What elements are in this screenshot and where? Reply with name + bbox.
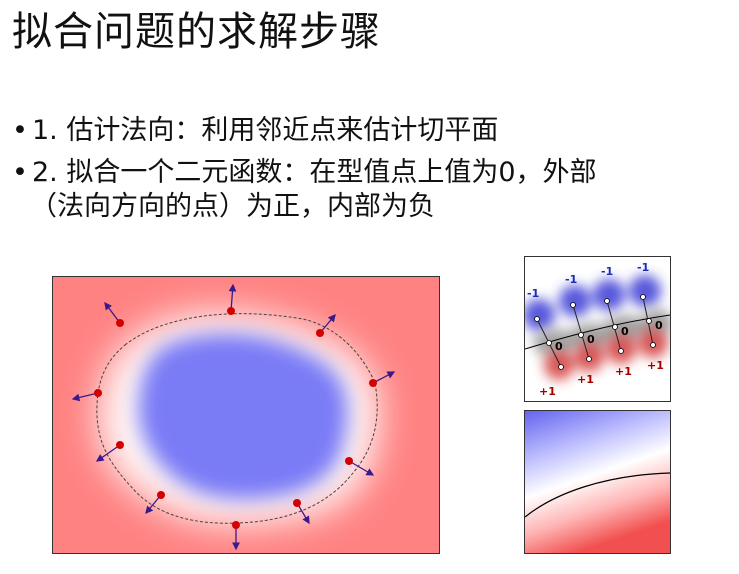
negative-blobs xyxy=(525,275,661,331)
zero-label: 0 xyxy=(587,333,595,346)
zero-label: 0 xyxy=(555,340,563,353)
zero-label: 0 xyxy=(621,325,629,338)
neg-label: -1 xyxy=(527,287,539,300)
pos-label: +1 xyxy=(539,385,556,398)
slide-title: 拟合问题的求解步骤 xyxy=(12,9,381,55)
pos-label: +1 xyxy=(647,359,664,372)
fitted-zero-curve xyxy=(525,472,670,518)
offset-points xyxy=(534,294,656,370)
bullet-text-line2: （法向方向的点）为正，内部为负 xyxy=(30,191,435,222)
bullet-marker: • xyxy=(12,115,28,146)
bullet-item-1: • 1. 估计法向：利用邻近点来估计切平面 xyxy=(12,114,732,148)
bullet-text-line1: 2. 拟合一个二元函数：在型值点上值为0，外部 xyxy=(32,157,597,188)
pos-label: +1 xyxy=(615,365,632,378)
bullet-marker: • xyxy=(12,157,28,188)
implicit-field-figure xyxy=(52,276,440,554)
implicit-field-svg xyxy=(53,277,439,553)
bullet-item-2: • 2. 拟合一个二元函数：在型值点上值为0，外部 （法向方向的点）为正，内部为… xyxy=(12,156,732,224)
pos-label: +1 xyxy=(577,373,594,386)
neg-label: -1 xyxy=(637,261,649,274)
bullet-list: • 1. 估计法向：利用邻近点来估计切平面 • 2. 拟合一个二元函数：在型值点… xyxy=(12,114,732,232)
surface-curve xyxy=(525,314,670,350)
fitted-field-figure xyxy=(524,410,671,554)
offset-points-svg: -1 -1 -1 -1 0 0 0 0 +1 +1 +1 +1 xyxy=(525,261,670,398)
blue-interior-region xyxy=(138,333,348,500)
bullet-text: 1. 估计法向：利用邻近点来估计切平面 xyxy=(32,115,499,146)
neg-label: -1 xyxy=(601,265,613,278)
neg-label: -1 xyxy=(565,273,577,286)
offset-points-figure: -1 -1 -1 -1 0 0 0 0 +1 +1 +1 +1 xyxy=(524,256,671,402)
fitted-field-svg xyxy=(525,411,670,553)
zero-label: 0 xyxy=(655,319,663,332)
sample-points xyxy=(94,307,377,529)
